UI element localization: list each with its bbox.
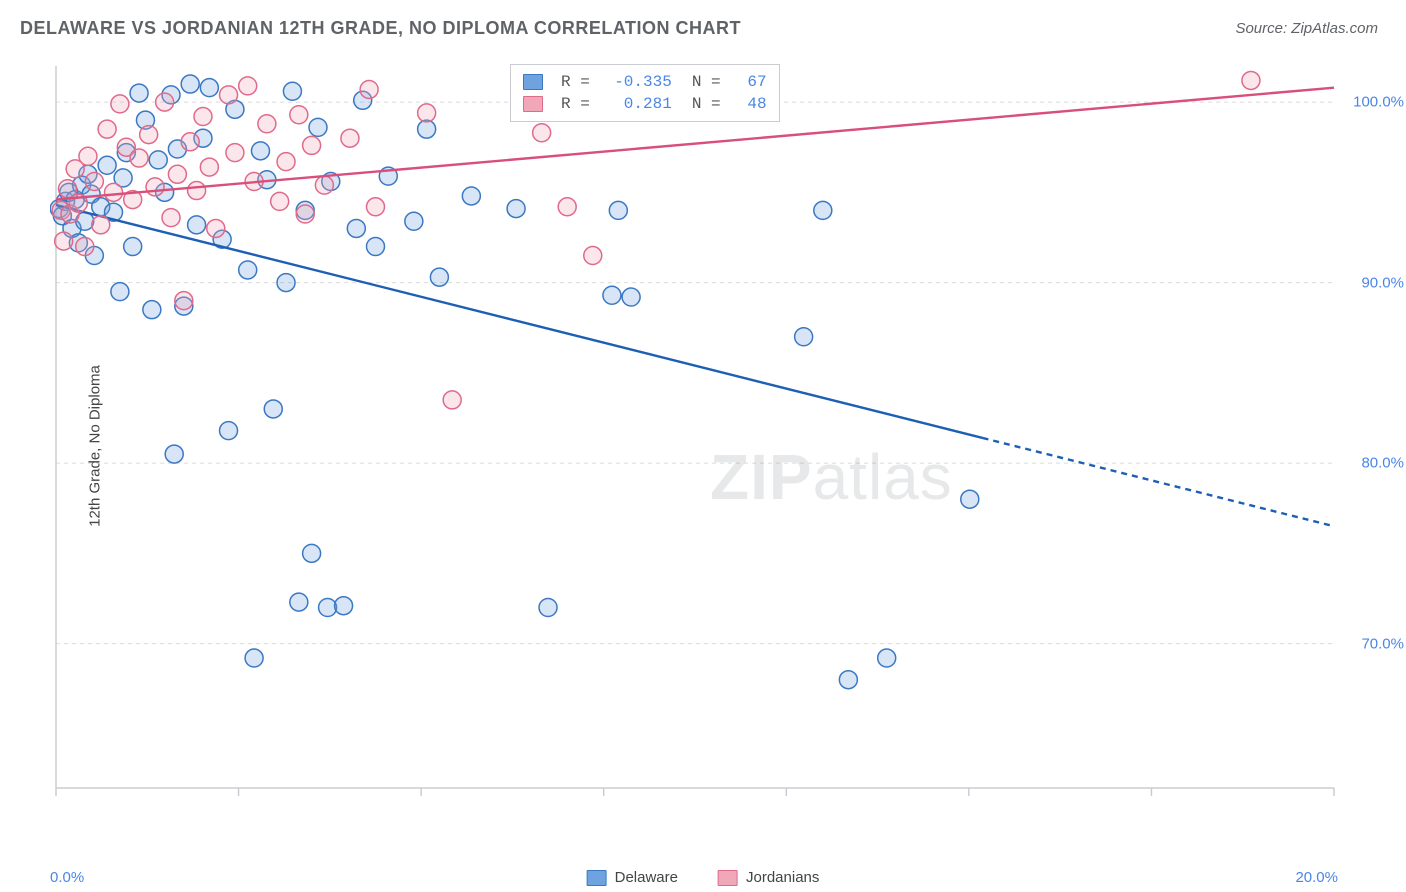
legend-r-label: R = (561, 93, 590, 115)
chart-container: DELAWARE VS JORDANIAN 12TH GRADE, NO DIP… (0, 0, 1406, 892)
legend-n-label: N = (692, 93, 721, 115)
legend-label: Jordanians (746, 869, 819, 886)
legend-swatch (523, 96, 543, 112)
x-axis-label-max: 20.0% (1295, 869, 1338, 886)
y-tick-label: 100.0% (1353, 94, 1404, 111)
legend-item: Jordanians (718, 869, 819, 886)
plot-area: 70.0% 80.0% 90.0% 100.0% R = -0.335 N = … (50, 60, 1340, 820)
legend-n-value: 48 (731, 93, 767, 115)
x-axis-label-min: 0.0% (50, 869, 84, 886)
scatter-chart (50, 60, 1340, 820)
legend-n-value: 67 (731, 71, 767, 93)
legend-swatch (587, 870, 607, 886)
legend-swatch (523, 74, 543, 90)
series-legend: Delaware Jordanians (587, 869, 820, 886)
y-tick-label: 80.0% (1361, 455, 1404, 472)
y-tick-label: 90.0% (1361, 274, 1404, 291)
legend-r-label: R = (561, 71, 590, 93)
y-tick-label: 70.0% (1361, 635, 1404, 652)
legend-label: Delaware (615, 869, 678, 886)
legend-n-label: N = (692, 71, 721, 93)
legend-swatch (718, 870, 738, 886)
legend-r-value: 0.281 (600, 93, 672, 115)
legend-row: R = -0.335 N = 67 (523, 71, 767, 93)
source-label: Source: ZipAtlas.com (1235, 20, 1378, 37)
chart-title: DELAWARE VS JORDANIAN 12TH GRADE, NO DIP… (20, 18, 741, 39)
legend-row: R = 0.281 N = 48 (523, 93, 767, 115)
legend-r-value: -0.335 (600, 71, 672, 93)
correlation-legend: R = -0.335 N = 67 R = 0.281 N = 48 (510, 64, 780, 122)
legend-item: Delaware (587, 869, 678, 886)
